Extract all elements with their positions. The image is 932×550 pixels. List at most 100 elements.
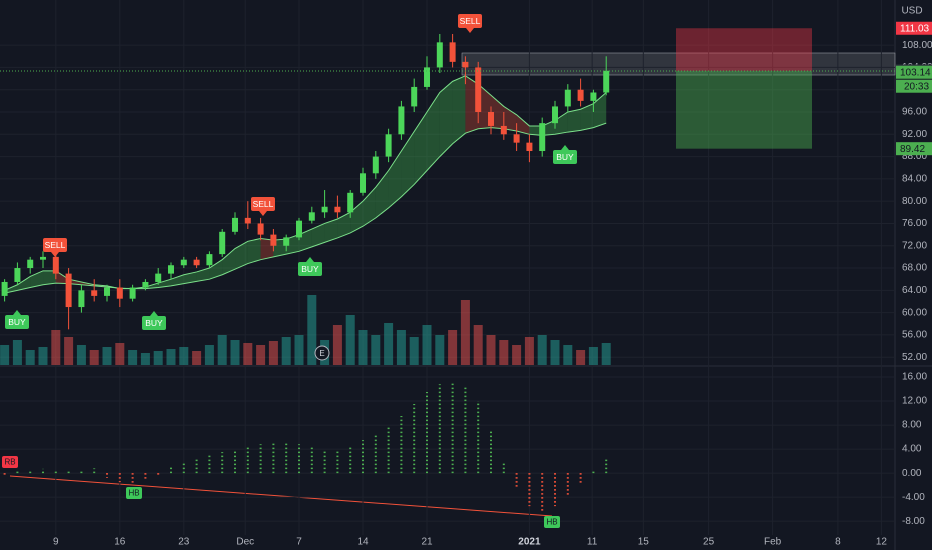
volume-bar: [512, 345, 522, 365]
volume-bar: [588, 347, 598, 365]
candle-body: [552, 106, 559, 124]
candle-body: [462, 61, 469, 68]
candle-body: [424, 67, 431, 87]
x-tick-label: 23: [178, 537, 190, 548]
ribbon-fill: [171, 274, 184, 286]
candle-body: [168, 265, 175, 274]
ribbon-fill: [311, 223, 325, 247]
y-tick-label: 92.00: [902, 129, 927, 140]
candle-body: [257, 223, 264, 235]
price-label: 89.42: [900, 144, 925, 155]
candle-body: [232, 217, 239, 232]
price-label-box: [896, 65, 932, 79]
ribbon-fill: [286, 234, 300, 255]
volume-bar: [422, 325, 432, 365]
price-label: 103.14: [900, 67, 931, 78]
volume-bar: [140, 353, 150, 365]
candle-body: [142, 281, 149, 288]
countdown-box: [896, 79, 932, 93]
signal-box: [553, 150, 577, 164]
annotation-label: HB: [128, 489, 139, 498]
candle-body: [296, 220, 303, 238]
signal-box: [43, 238, 67, 252]
y-tick-label: 88.00: [902, 151, 927, 162]
signal-label: SELL: [45, 240, 66, 250]
ribbon-line: [4, 75, 607, 291]
volume-bar: [64, 337, 74, 365]
volume-bar: [25, 350, 35, 365]
candle-body: [577, 89, 584, 101]
ribbon-fill: [324, 219, 338, 243]
y-tick-label: 96.00: [902, 107, 927, 118]
ribbon-fill: [17, 276, 31, 291]
x-tick-label: 14: [357, 537, 369, 548]
annotation-box: [544, 516, 560, 528]
x-tick-label: Feb: [764, 537, 782, 548]
ribbon-fill: [337, 212, 351, 238]
ribbon-fill: [542, 120, 556, 136]
volume-bar: [128, 350, 138, 365]
ribbon-fill: [439, 81, 453, 157]
volume-bar: [243, 343, 253, 365]
candle-body: [27, 259, 34, 269]
signal-box: [5, 315, 29, 329]
volume-bar: [89, 350, 99, 365]
volume-bar: [524, 337, 534, 365]
candle-body: [52, 256, 59, 274]
range-highlight: [461, 52, 896, 76]
ribbon-fill: [580, 103, 594, 131]
x-tick-label: 16: [114, 537, 126, 548]
candle-body: [270, 234, 277, 246]
candle-body: [65, 273, 72, 308]
divergence-line: [9, 475, 553, 517]
volume-bar: [153, 351, 163, 365]
ribbon-fill: [299, 229, 312, 252]
ribbon-fill: [43, 270, 56, 285]
countdown: 20:33: [904, 81, 929, 92]
signal-box: [251, 197, 275, 211]
price-label-box: [896, 21, 932, 35]
volume-bar: [332, 325, 342, 365]
volume-bar: [358, 330, 368, 365]
candle-body: [603, 70, 610, 93]
annotation-label: RB: [4, 458, 15, 467]
volume-bar: [38, 347, 48, 365]
candle-body: [321, 206, 328, 213]
volume-bar: [384, 323, 394, 365]
candle-body: [539, 123, 546, 152]
y-tick-label: -4.00: [902, 492, 925, 503]
candle-body: [104, 287, 111, 296]
volume-bar: [537, 335, 547, 365]
candle-body: [590, 92, 597, 101]
ribbon-fill: [427, 92, 440, 171]
volume-bar: [601, 343, 611, 365]
y-tick-label: 4.00: [902, 444, 922, 455]
candle-body: [372, 156, 379, 174]
y-tick-label: 0.00: [902, 468, 922, 479]
ribbon-fill: [503, 106, 517, 131]
signal-label: BUY: [556, 152, 574, 162]
volume-bar: [217, 335, 227, 365]
ribbon-fill: [401, 131, 415, 197]
y-tick-label: 108.00: [902, 40, 932, 51]
candle-body: [526, 142, 533, 152]
volume-bar: [435, 335, 445, 365]
stop-zone: [676, 28, 812, 71]
volume-bar: [179, 347, 189, 365]
event-marker: [314, 345, 330, 361]
y-tick-label: 52.00: [902, 352, 927, 363]
candle-body: [91, 290, 98, 296]
volume-bar: [204, 345, 214, 365]
signal-box: [458, 14, 482, 28]
ribbon-fill: [183, 271, 197, 284]
x-tick-label: 7: [296, 537, 302, 548]
y-tick-label: 84.00: [902, 174, 927, 185]
volume-bar: [230, 340, 240, 365]
ribbon-fill: [555, 112, 568, 135]
candle-body: [219, 231, 226, 255]
signal-box: [298, 262, 322, 276]
candle-body: [155, 273, 162, 282]
candle-body: [244, 217, 251, 224]
